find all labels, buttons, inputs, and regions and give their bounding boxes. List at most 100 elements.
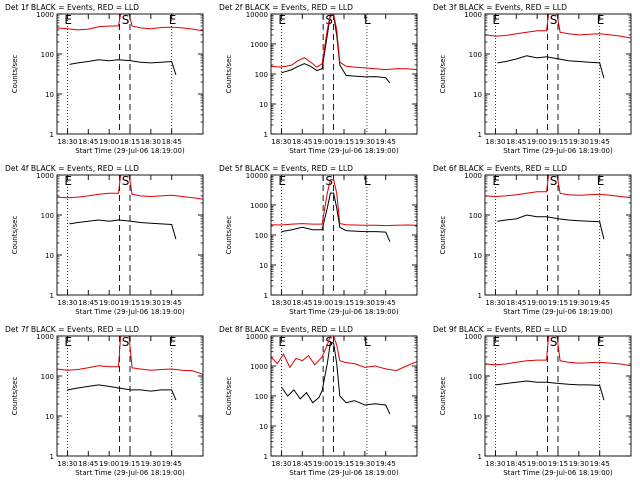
x-tick-label: 18:30 bbox=[271, 460, 291, 468]
x-tick-label: 19:15 bbox=[548, 460, 568, 468]
y-tick-label: 100 bbox=[255, 232, 268, 240]
series-line-events bbox=[497, 214, 605, 240]
y-tick-label: 10 bbox=[45, 252, 54, 260]
x-tick-label: 18:45 bbox=[292, 299, 312, 307]
x-tick-label: 19:00 bbox=[313, 460, 333, 468]
series-line-events bbox=[280, 342, 391, 415]
y-tick-label: 100 bbox=[469, 373, 482, 381]
plot-frame bbox=[270, 13, 418, 135]
x-tick-label: 19:00 bbox=[99, 138, 119, 146]
x-tick-label: 18:30 bbox=[271, 138, 291, 146]
x-tick-label: 19:45 bbox=[590, 460, 610, 468]
x-tick-label: 18:30 bbox=[485, 299, 505, 307]
chart-panel-6: Det 6f BLACK = Events, RED = LLD Counts/s… bbox=[433, 164, 632, 316]
y-tick-label: 100 bbox=[41, 373, 54, 381]
x-tick-label: 19:00 bbox=[527, 138, 547, 146]
plot-frame bbox=[270, 174, 418, 296]
marker-letter-e: E bbox=[64, 13, 72, 27]
x-tick-label: 18:15 bbox=[120, 138, 140, 146]
series-line-lld bbox=[270, 179, 418, 227]
marker-letter-e: E bbox=[492, 335, 500, 349]
x-tick-label: 18:30 bbox=[271, 299, 291, 307]
y-tick-label: 1 bbox=[478, 131, 482, 139]
y-tick-label: 100 bbox=[41, 51, 54, 59]
x-tick-label: 18:30 bbox=[57, 460, 77, 468]
x-tick-label: 19:30 bbox=[141, 460, 161, 468]
y-tick-label: 1000 bbox=[36, 172, 54, 180]
chart-panel-2: Det 2f BLACK = Events, RED = LLD Counts/s… bbox=[219, 3, 418, 155]
y-tick-label: 1000 bbox=[36, 11, 54, 19]
series-line-lld bbox=[270, 335, 418, 372]
y-tick-label: 1000 bbox=[464, 172, 482, 180]
series-line-events bbox=[281, 14, 391, 84]
y-tick-label: 100 bbox=[41, 212, 54, 220]
marker-letter-l: L bbox=[364, 335, 371, 349]
y-tick-label: 10000 bbox=[246, 11, 268, 19]
marker-letter-l: L bbox=[364, 174, 371, 188]
y-axis-label: Counts/sec bbox=[439, 55, 447, 94]
marker-letter-s: S bbox=[550, 335, 558, 349]
x-tick-label: 19:00 bbox=[99, 460, 119, 468]
series-line-events bbox=[67, 384, 177, 401]
marker-letter-e: E bbox=[597, 335, 605, 349]
x-axis-label: Start Time (29-Jul-06 18:19:00) bbox=[503, 308, 613, 316]
marker-letter-e: E bbox=[492, 174, 500, 188]
x-tick-label: 18:30 bbox=[57, 299, 77, 307]
marker-letter-s: S bbox=[122, 13, 130, 27]
x-tick-label: 19:15 bbox=[120, 460, 140, 468]
series-line-events bbox=[495, 380, 605, 401]
chart-title: Det 9f BLACK = Events, RED = LLD bbox=[433, 325, 567, 334]
chart-panel-7: Det 7f BLACK = Events, RED = LLD Counts/s… bbox=[5, 325, 204, 477]
y-tick-label: 1000 bbox=[250, 41, 268, 49]
y-tick-label: 10 bbox=[259, 262, 268, 270]
marker-letter-s: S bbox=[550, 174, 558, 188]
x-tick-label: 19:00 bbox=[527, 299, 547, 307]
x-tick-label: 19:15 bbox=[548, 299, 568, 307]
x-axis-label: Start Time (29-Jul-06 18:19:00) bbox=[289, 308, 399, 316]
x-tick-label: 19:15 bbox=[334, 138, 354, 146]
series-line-lld bbox=[270, 13, 418, 71]
x-tick-label: 19:30 bbox=[355, 299, 375, 307]
y-axis-label: Counts/sec bbox=[225, 216, 233, 255]
y-tick-label: 1 bbox=[478, 453, 482, 461]
x-tick-label: 18:45 bbox=[506, 299, 526, 307]
y-axis-label: Counts/sec bbox=[225, 55, 233, 94]
chart-title: Det 4f BLACK = Events, RED = LLD bbox=[5, 164, 139, 173]
y-tick-label: 1 bbox=[478, 292, 482, 300]
marker-letter-e: E bbox=[597, 13, 605, 27]
marker-letter-s: S bbox=[325, 335, 333, 349]
marker-letter-e: E bbox=[278, 174, 286, 188]
x-tick-label: 19:45 bbox=[590, 138, 610, 146]
y-axis-label: Counts/sec bbox=[11, 377, 19, 416]
chart-panel-5: Det 5f BLACK = Events, RED = LLD Counts/s… bbox=[219, 164, 418, 316]
x-tick-label: 18:45 bbox=[292, 138, 312, 146]
x-tick-label: 19:00 bbox=[313, 138, 333, 146]
series-line-events bbox=[69, 59, 177, 76]
x-tick-label: 19:30 bbox=[569, 138, 589, 146]
y-tick-label: 1 bbox=[264, 131, 268, 139]
x-tick-label: 18:30 bbox=[141, 138, 161, 146]
x-tick-label: 18:30 bbox=[485, 460, 505, 468]
y-axis-label: Counts/sec bbox=[225, 377, 233, 416]
chart-title: Det 2f BLACK = Events, RED = LLD bbox=[219, 3, 353, 12]
chart-panel-1: Det 1f BLACK = Events, RED = LLD Counts/s… bbox=[5, 3, 204, 155]
x-axis-label: Start Time (29-Jul-06 18:19:00) bbox=[503, 147, 613, 155]
series-line-events bbox=[497, 55, 605, 79]
plot-frame bbox=[270, 335, 418, 457]
y-tick-label: 1 bbox=[264, 453, 268, 461]
chart-panel-9: Det 9f BLACK = Events, RED = LLD Counts/s… bbox=[433, 325, 632, 477]
x-axis-label: Start Time (29-Jul-06 18:19:00) bbox=[75, 469, 185, 477]
marker-letter-s: S bbox=[122, 174, 130, 188]
y-tick-label: 10 bbox=[45, 413, 54, 421]
y-axis-label: Counts/sec bbox=[439, 216, 447, 255]
y-axis-label: Counts/sec bbox=[11, 216, 19, 255]
y-tick-label: 100 bbox=[255, 71, 268, 79]
y-axis-label: Counts/sec bbox=[11, 55, 19, 94]
y-tick-label: 100 bbox=[255, 393, 268, 401]
x-tick-label: 19:30 bbox=[569, 299, 589, 307]
x-tick-label: 19:30 bbox=[141, 299, 161, 307]
x-tick-label: 19:45 bbox=[376, 138, 396, 146]
marker-letter-e: E bbox=[64, 174, 72, 188]
x-tick-label: 19:45 bbox=[376, 299, 396, 307]
chart-title: Det 5f BLACK = Events, RED = LLD bbox=[219, 164, 353, 173]
